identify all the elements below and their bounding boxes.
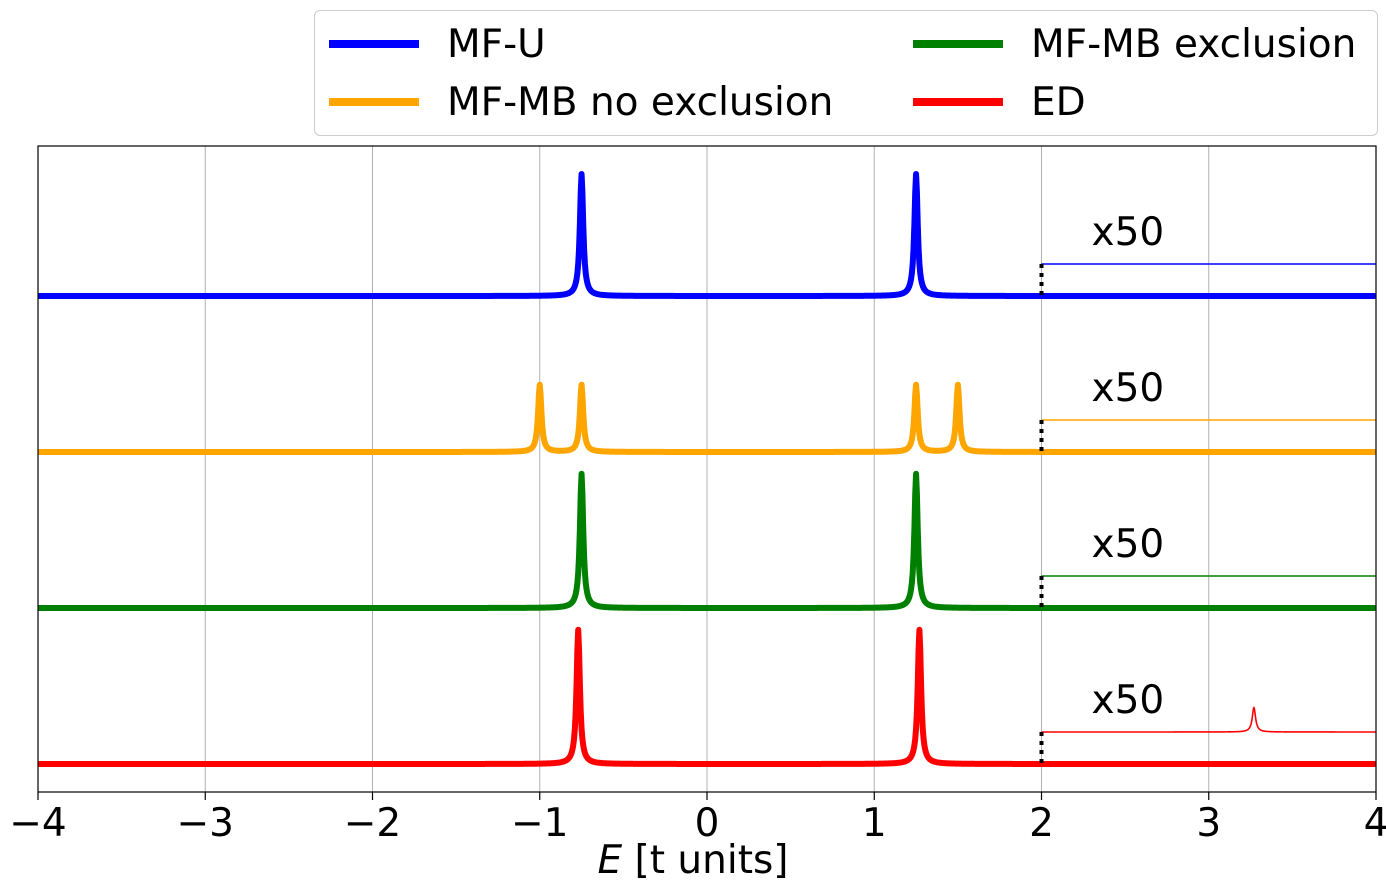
x-axis: −4 −3 −2 −1 0 1 2 3 4: [9, 792, 1386, 846]
legend-label-mf-mb-no-exclusion: MF-MB no exclusion: [447, 79, 834, 125]
magnification-label: x50: [1092, 210, 1165, 255]
magnification-label: x50: [1092, 678, 1165, 723]
series-line-mf-mb-exclusion: [35, 470, 1379, 611]
magnified-insets: x50 x50 x50 x50: [1039, 210, 1376, 764]
series-curves: [35, 171, 1379, 767]
legend-item-mf-u: MF-U: [329, 19, 546, 69]
legend-swatch-ed: [913, 98, 1003, 106]
legend: MF-U MF-MB no exclusion MF-MB exclusion …: [314, 10, 1378, 136]
legend-label-mf-u: MF-U: [447, 21, 546, 67]
legend-swatch-mf-u: [329, 40, 419, 48]
x-axis-variable: E: [597, 838, 623, 883]
x-tick-label: 0: [695, 801, 720, 846]
legend-swatch-mf-mb-no-exclusion: [329, 98, 419, 106]
series-line-mf-mb-no-exclusion: [35, 381, 1379, 455]
magnification-label: x50: [1092, 366, 1165, 411]
legend-item-ed: ED: [913, 77, 1086, 127]
series-line-mf-u: [35, 171, 1379, 299]
x-tick-label: −1: [511, 801, 569, 846]
x-axis-unit: [t units]: [634, 838, 789, 883]
x-axis-label: E [t units]: [0, 838, 1386, 883]
x-tick-label: 3: [1196, 801, 1221, 846]
legend-item-mf-mb-no-exclusion: MF-MB no exclusion: [329, 77, 833, 127]
x-tick-label: 2: [1029, 801, 1054, 846]
series-line-ed: [35, 626, 1379, 767]
legend-label-mf-mb-exclusion: MF-MB exclusion: [1031, 21, 1357, 67]
x-tick-label: −3: [177, 801, 235, 846]
magnification-label: x50: [1092, 522, 1165, 567]
x-tick-label: 4: [1364, 801, 1386, 846]
inset-line-ed: [1041, 706, 1376, 733]
x-tick-label: −2: [344, 801, 402, 846]
x-tick-label: −4: [9, 801, 67, 846]
legend-swatch-mf-mb-exclusion: [913, 40, 1003, 48]
legend-item-mf-mb-exclusion: MF-MB exclusion: [913, 19, 1356, 69]
legend-label-ed: ED: [1031, 79, 1086, 125]
grid-lines: [204, 146, 1210, 792]
x-tick-label: 1: [862, 801, 887, 846]
